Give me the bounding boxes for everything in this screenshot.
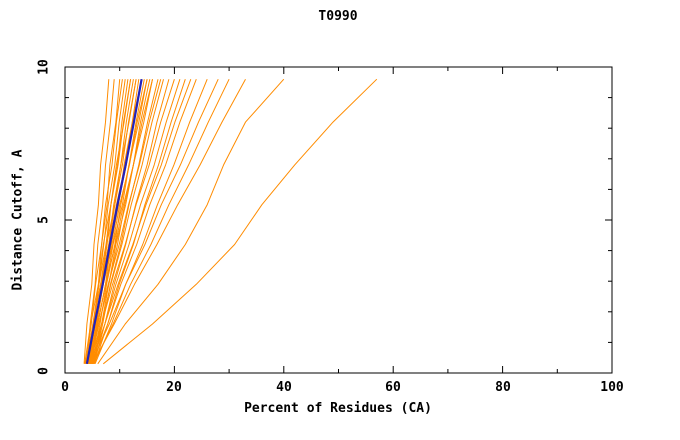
x-tick-label-40: 40 [276, 380, 292, 395]
model-line [88, 79, 162, 364]
x-tick-label-60: 60 [385, 380, 401, 395]
model-line [89, 79, 192, 364]
chart-title: T0990 [318, 9, 358, 24]
x-tick-label-100: 100 [600, 380, 624, 395]
x-tick-label-20: 20 [166, 380, 182, 395]
model-line [83, 79, 110, 364]
model-line [92, 78, 230, 365]
model-line [91, 79, 197, 364]
y-axis-label: Distance Cutoff, A [10, 149, 26, 291]
model-line [92, 79, 159, 364]
y-tick-label-10: 10 [36, 59, 52, 75]
model-line [94, 79, 208, 364]
model-line [90, 78, 219, 365]
model-line [97, 78, 285, 365]
reference-line [85, 79, 143, 365]
y-tick-label-5: 5 [36, 216, 52, 224]
model-line [102, 78, 378, 365]
model-line [86, 79, 115, 364]
model-line [87, 79, 153, 364]
x-axis-label: Percent of Residues (CA) [244, 401, 432, 416]
model-line [88, 79, 175, 364]
plot-frame [64, 66, 613, 374]
x-tick-label-0: 0 [61, 380, 69, 395]
model-line [91, 78, 246, 365]
y-tick-label-0: 0 [36, 367, 52, 375]
x-tick-label-80: 80 [495, 380, 511, 395]
